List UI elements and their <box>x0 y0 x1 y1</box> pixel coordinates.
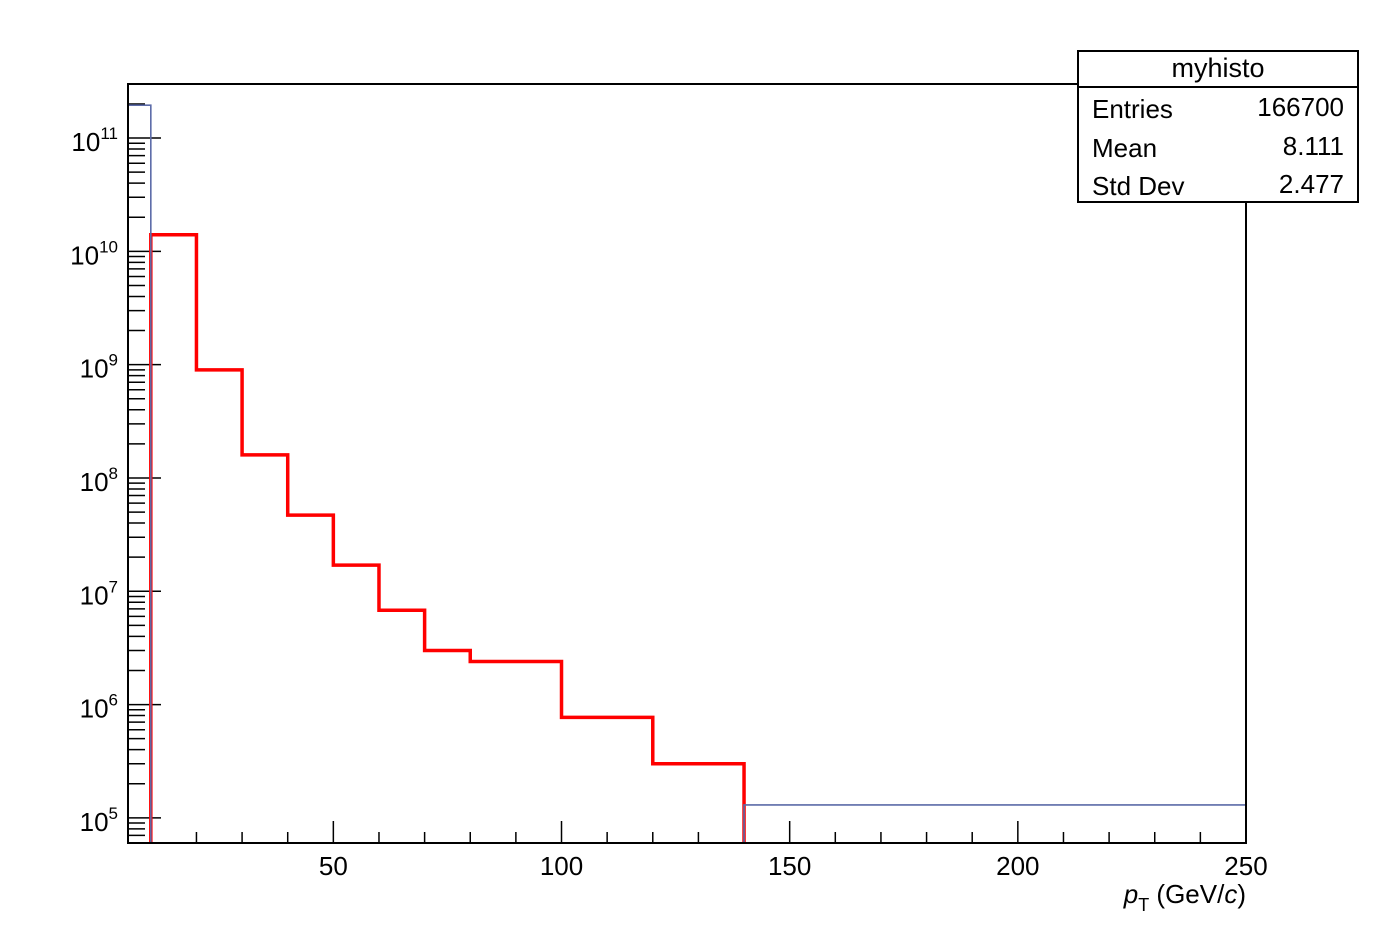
stats-mean-value: 8.111 <box>1283 131 1344 161</box>
y-tick-label: 106 <box>80 691 118 724</box>
stats-entries-label: Entries <box>1092 94 1173 124</box>
stats-entries-value: 166700 <box>1257 92 1344 122</box>
axis-ticks <box>128 83 1247 844</box>
x-tick-label: 200 <box>996 851 1039 881</box>
y-tick-label: 108 <box>80 464 118 497</box>
stats-mean-label: Mean <box>1092 133 1157 163</box>
y-tick-label: 109 <box>80 351 118 384</box>
stats-box: myhisto Entries 166700 Mean 8.111 Std De… <box>1077 50 1359 203</box>
y-tick-label: 105 <box>80 804 118 837</box>
y-tick-labels: 105 106 107 108 109 1010 1011 <box>70 124 118 837</box>
plot-frame <box>127 83 1247 844</box>
x-tick-label: 150 <box>768 851 811 881</box>
x-tick-label: 250 <box>1224 851 1267 881</box>
stats-stddev-value: 2.477 <box>1279 169 1344 199</box>
stats-box-frame <box>1077 50 1359 203</box>
x-axis-title: pT (GeV/c) <box>1123 879 1246 915</box>
histogram-series-1 <box>149 233 746 843</box>
x-tick-label: 50 <box>319 851 348 881</box>
stats-title: myhisto <box>1171 53 1264 83</box>
x-tick-label: 100 <box>540 851 583 881</box>
y-tick-label: 1010 <box>70 237 118 270</box>
y-tick-label: 107 <box>80 577 118 610</box>
stats-stddev-label: Std Dev <box>1092 171 1185 201</box>
x-tick-labels: 50 100 150 200 250 <box>319 851 1268 881</box>
y-tick-label: 1011 <box>71 124 118 157</box>
